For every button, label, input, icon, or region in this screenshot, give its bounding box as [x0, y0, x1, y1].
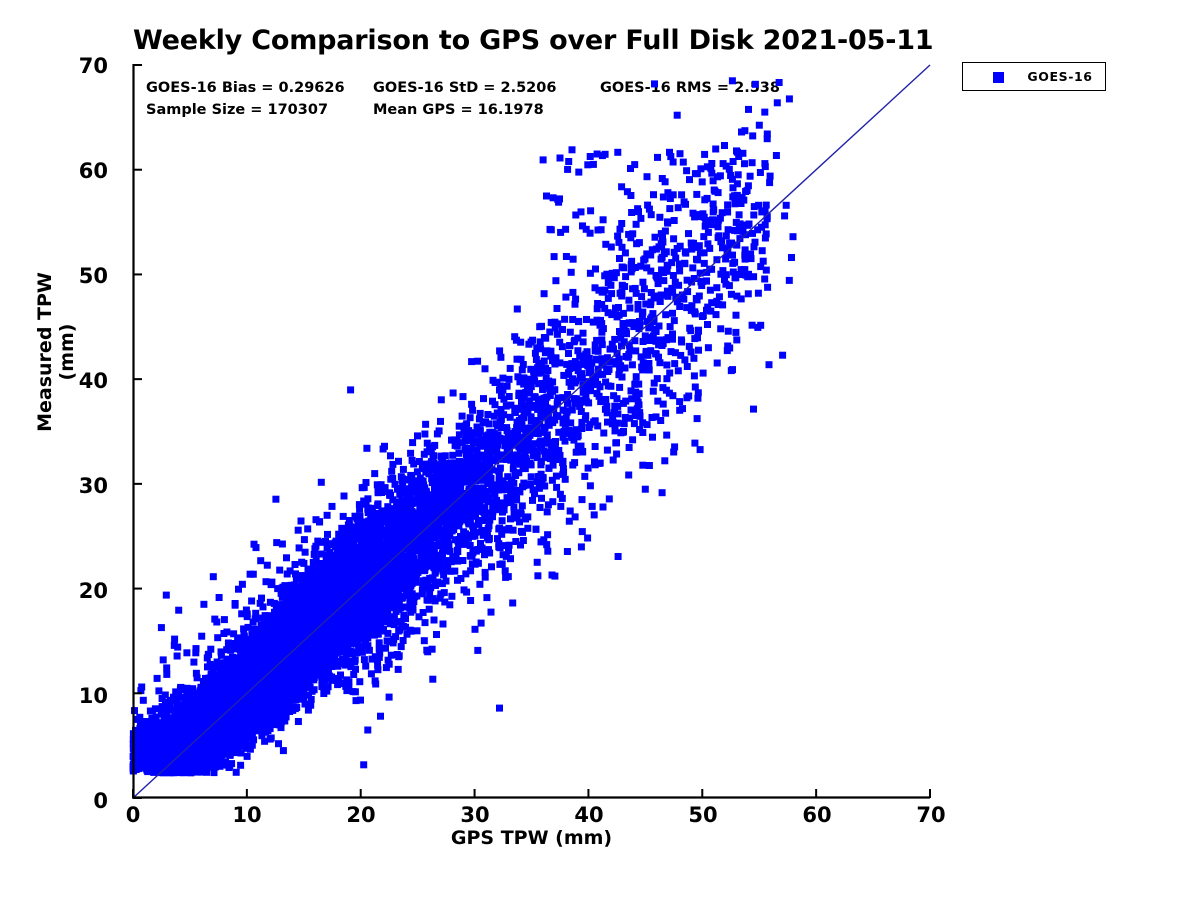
y-tick-label-20: 20 [78, 579, 108, 603]
y-tick-label-10: 10 [78, 684, 108, 708]
stat-mean-gps: Mean GPS = 16.1978 [373, 102, 544, 118]
stat-bias: GOES-16 Bias = 0.29626 [146, 80, 345, 96]
axis-frame [132, 64, 930, 799]
stat-sample-size: Sample Size = 170307 [146, 102, 329, 118]
scatter-points-layer [129, 77, 797, 777]
y-tick-label-70: 70 [78, 54, 108, 78]
x-tick-label-10: 10 [232, 803, 262, 827]
legend[interactable]: GOES-16 [962, 62, 1106, 91]
x-tick-label-60: 60 [802, 803, 832, 827]
one-to-one-reference-line [132, 64, 931, 799]
y-tick-label-30: 30 [78, 474, 108, 498]
legend-label-goes16: GOES-16 [1027, 69, 1093, 84]
y-tick-label-40: 40 [78, 369, 108, 393]
x-tick-label-50: 50 [688, 803, 718, 827]
y-tick-label-50: 50 [78, 264, 108, 288]
x-tick-label-40: 40 [574, 803, 604, 827]
x-axis-label: GPS TPW (mm) [450, 827, 613, 849]
chart-title: Weekly Comparison to GPS over Full Disk … [133, 25, 934, 56]
x-tick-label-20: 20 [346, 803, 376, 827]
axis-ticks [132, 64, 931, 799]
y-tick-label-60: 60 [78, 159, 108, 183]
x-tick-label-70: 70 [916, 803, 946, 827]
stat-std: GOES-16 StD = 2.5206 [373, 80, 557, 96]
x-tick-label-0: 0 [125, 803, 141, 827]
y-tick-label-0: 0 [93, 789, 108, 813]
legend-swatch-goes16 [993, 72, 1004, 83]
x-tick-label-30: 30 [460, 803, 490, 827]
